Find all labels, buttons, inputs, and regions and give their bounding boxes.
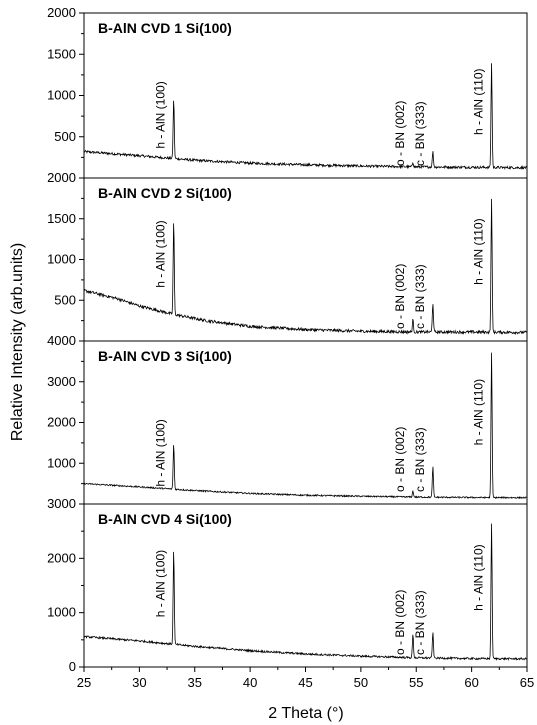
x-tick-label: 50 bbox=[354, 675, 368, 690]
peak-label: c - BN (333) bbox=[413, 427, 427, 492]
x-tick-label: 25 bbox=[77, 675, 91, 690]
x-tick-label: 30 bbox=[132, 675, 146, 690]
peak-label: o - BN (002) bbox=[393, 101, 407, 166]
y-tick-label: 2000 bbox=[47, 550, 76, 565]
peak-label: h - AlN (110) bbox=[472, 379, 486, 445]
x-tick-label: 40 bbox=[243, 675, 257, 690]
x-axis: 25 30 35 40 45 50 55 60 65 bbox=[77, 667, 534, 690]
panel-frame bbox=[83, 12, 528, 179]
y-tick-label: 1000 bbox=[47, 252, 76, 267]
panel-frame bbox=[83, 177, 528, 342]
y-tick-label: 2000 bbox=[47, 415, 76, 430]
panel-4: 0 1000 2000 3000 h - AlN (100) o - BN (002) c … bbox=[47, 496, 528, 674]
y-tick-label: 500 bbox=[54, 129, 76, 144]
panel-title: B-AlN CVD 3 Si(100) bbox=[98, 348, 232, 364]
series-line bbox=[83, 63, 528, 171]
y-tick-label: 3000 bbox=[47, 496, 76, 511]
panel-title: B-AlN CVD 4 Si(100) bbox=[98, 511, 232, 527]
y-tick-label: 1500 bbox=[47, 46, 76, 61]
y-axis-title: Relative Intensity (arb.units) bbox=[9, 243, 26, 441]
panel-title: B-AlN CVD 1 Si(100) bbox=[98, 20, 232, 36]
peak-label: o - BN (002) bbox=[393, 590, 407, 655]
peak-label: h - AlN (100) bbox=[154, 419, 168, 486]
panel-2: 500 1000 1500 2000 h - AlN (100) o - BN (002)… bbox=[47, 170, 528, 342]
x-tick-label: 65 bbox=[520, 675, 534, 690]
panel-title: B-AlN CVD 2 Si(100) bbox=[98, 185, 232, 201]
peak-label: c - BN (333) bbox=[413, 264, 427, 329]
x-axis-title: 2 Theta (°) bbox=[268, 705, 343, 722]
y-tick-label: 500 bbox=[54, 292, 76, 307]
peak-label: o - BN (002) bbox=[393, 427, 407, 492]
peak-label: c - BN (333) bbox=[413, 590, 427, 655]
peak-label: h - AlN (110) bbox=[472, 544, 486, 610]
x-tick-label: 60 bbox=[464, 675, 478, 690]
peak-label: h - AlN (100) bbox=[154, 550, 168, 617]
x-tick-label: 35 bbox=[188, 675, 202, 690]
panel-frame bbox=[83, 340, 528, 505]
series-line bbox=[83, 352, 528, 500]
peak-label: h - AlN (100) bbox=[154, 81, 168, 148]
y-tick-label: 0 bbox=[69, 659, 76, 674]
peak-label: o - BN (002) bbox=[393, 264, 407, 329]
y-tick-label: 4000 bbox=[47, 333, 76, 348]
y-tick-label: 1500 bbox=[47, 211, 76, 226]
y-tick-label: 2000 bbox=[47, 5, 76, 20]
y-tick-label: 1000 bbox=[47, 455, 76, 470]
chart-panels: 500 1000 1500 2000 h - AlN (100) o - BN (002)… bbox=[47, 5, 528, 674]
y-tick-label: 1000 bbox=[47, 88, 76, 103]
x-tick-label: 55 bbox=[409, 675, 423, 690]
x-tick-label: 45 bbox=[298, 675, 312, 690]
y-tick-label: 3000 bbox=[47, 374, 76, 389]
peak-label: h - AlN (110) bbox=[472, 218, 486, 284]
series-line bbox=[83, 198, 528, 336]
peak-label: c - BN (333) bbox=[413, 101, 427, 166]
panel-3: 1000 2000 3000 4000 h - AlN (100) o - BN (002… bbox=[47, 333, 528, 505]
peak-label: h - AlN (110) bbox=[472, 68, 486, 134]
series-line bbox=[83, 523, 528, 661]
y-tick-label: 2000 bbox=[47, 170, 76, 185]
y-tick-label: 1000 bbox=[47, 605, 76, 620]
peak-label: h - AlN (100) bbox=[154, 220, 168, 287]
panel-1: 500 1000 1500 2000 h - AlN (100) o - BN (002)… bbox=[47, 5, 528, 179]
